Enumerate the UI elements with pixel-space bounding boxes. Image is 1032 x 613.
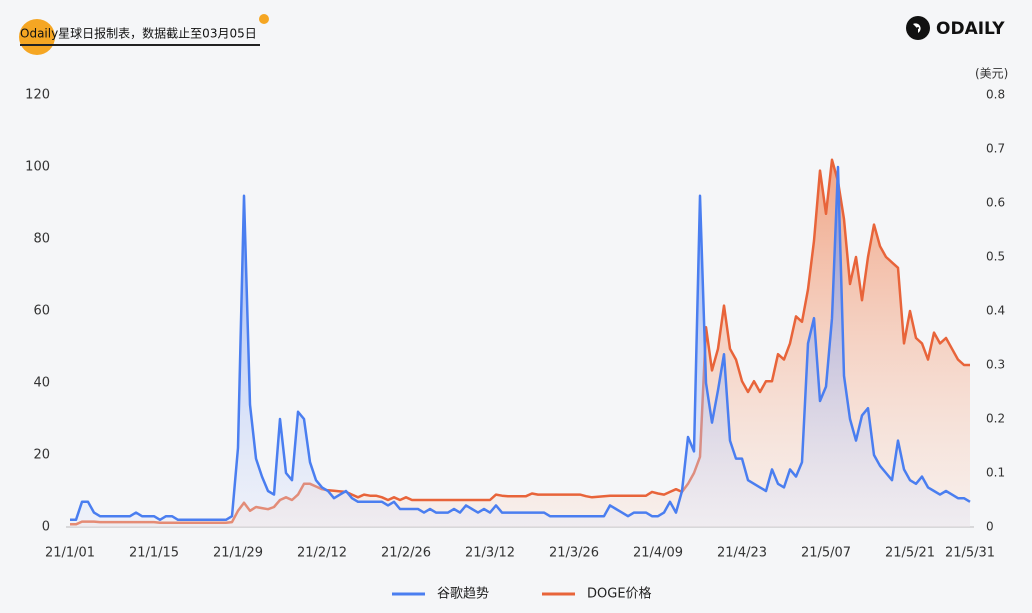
y2-tick-label: 0.6 [986,196,1005,210]
y-tick-label: 0 [42,520,50,535]
y2-tick-label: 0.1 [986,466,1005,480]
x-tick-label: 21/3/12 [465,546,515,561]
x-tick-label: 21/2/26 [381,546,431,561]
legend-label: 谷歌趋势 [437,586,489,602]
x-tick-label: 21/5/31 [945,546,995,561]
y2-tick-label: 0.4 [986,304,1005,318]
x-tick-label: 21/3/26 [549,546,599,561]
area [70,159,970,528]
y2-axis-label: (美元) [975,67,1008,81]
brand: ODAILY [936,19,1005,39]
chart-title: Odaily星球日报制表，数据截止至03月05日 [20,26,257,41]
y2-tick-label: 0.8 [986,88,1005,102]
y-tick-label: 100 [25,160,50,175]
y-tick-label: 60 [33,304,50,319]
brand-logo [906,16,930,40]
x-tick-label: 21/1/29 [213,546,263,561]
y-tick-label: 120 [25,88,50,103]
area [70,167,970,527]
brand-logo-mark [913,23,921,33]
x-tick-label: 21/1/01 [45,546,95,561]
legend-label: DOGE价格 [587,586,652,602]
y-tick-label: 20 [33,448,50,463]
y2-tick-label: 0.7 [986,142,1005,156]
badge-dot [259,14,269,24]
x-tick-label: 21/5/21 [885,546,935,561]
y2-tick-label: 0 [986,520,994,534]
y-tick-label: 40 [33,376,50,391]
x-tick-label: 21/4/09 [633,546,683,561]
x-tick-label: 21/4/23 [717,546,767,561]
y2-tick-label: 0.2 [986,412,1005,426]
line [70,165,971,522]
y2-tick-label: 0.3 [986,358,1005,372]
x-tick-label: 21/1/15 [129,546,179,561]
title-underline [20,44,260,46]
y-tick-label: 80 [33,232,50,247]
y2-tick-label: 0.5 [986,250,1005,264]
x-tick-label: 21/2/12 [297,546,347,561]
x-tick-label: 21/5/07 [801,546,851,561]
